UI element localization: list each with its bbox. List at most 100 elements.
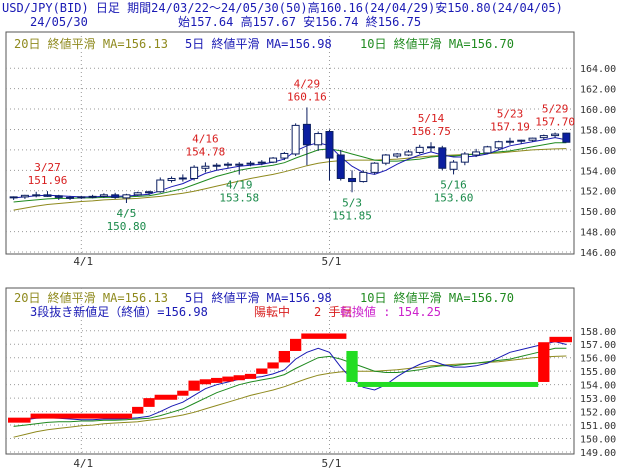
break-y-axis: 158.00 157.00 156.00 155.00 154.00 153.00 152.… (580, 327, 616, 459)
break-y-tick-label: 158.00 (580, 327, 616, 338)
candles (9, 107, 571, 203)
candle-x-tick-label: 5/1 (321, 255, 341, 268)
break-brick (290, 338, 302, 351)
break-bricks (8, 333, 572, 423)
candle-annotation-date: 4/16 (192, 132, 219, 145)
candle-body (54, 195, 63, 198)
candle-body (494, 141, 503, 149)
candle-body (551, 133, 560, 137)
candle-body (156, 179, 165, 193)
candle-body (483, 146, 492, 154)
candle-body (9, 196, 18, 199)
break-y-tick-label: 154.00 (580, 381, 616, 392)
candle-annotation-value: 157.70 (535, 116, 575, 129)
candle-annotation-value: 160.16 (287, 90, 327, 103)
candle-body (449, 161, 458, 170)
candle-y-tick-label: 148.00 (580, 228, 616, 239)
break-x-tick-label: 5/1 (321, 457, 341, 470)
break-x-axis: 4/1 5/1 (73, 457, 341, 470)
candle-body (562, 132, 571, 143)
candle-body (472, 151, 481, 156)
candle-body (302, 123, 311, 146)
break-legend-entry: 5日 終値平滑 MA=156.98 (185, 290, 332, 305)
chart-header-line1: USD/JPY(BID) 日足 期間24/03/22～24/05/30(50)高… (2, 0, 563, 15)
break-brick (538, 342, 550, 382)
candle-body (20, 194, 29, 198)
candle-x-tick-label: 4/1 (73, 255, 93, 268)
candle-body (505, 140, 514, 143)
candle-annotation-date: 5/29 (542, 103, 569, 116)
break-info-text: 陽転中 (254, 304, 290, 319)
candle-plot-area (5, 31, 575, 255)
candle-body (111, 194, 120, 198)
break-brick (30, 413, 133, 419)
candle-body (201, 165, 210, 169)
break-brick (278, 350, 290, 363)
break-info-text: 3段抜き新値足（終値）=156.98 (30, 304, 208, 319)
candle-legend-entry: 5日 終値平滑 MA=156.98 (185, 36, 332, 51)
candle-body (88, 195, 97, 198)
break-y-tick-label: 150.00 (580, 435, 616, 446)
break-y-tick-label: 151.00 (580, 421, 616, 432)
chart-header-ohlc: 始157.64 高157.67 安156.74 終156.75 (178, 14, 421, 29)
break-y-tick-label: 153.00 (580, 394, 616, 405)
candle-body (32, 194, 41, 197)
break-brick (132, 406, 144, 414)
candle-annotation-value: 156.75 (411, 125, 451, 138)
break-brick (549, 336, 572, 343)
candle-annotation-value: 153.60 (434, 191, 474, 204)
candle-y-tick-label: 150.00 (580, 207, 616, 218)
candle-body (359, 171, 368, 183)
candle-body (370, 162, 379, 173)
candle-body (336, 154, 345, 179)
candle-body (235, 163, 244, 166)
break-brick (256, 368, 268, 374)
candle-y-tick-label: 152.00 (580, 187, 616, 198)
candle-annotation-date: 5/16 (440, 178, 467, 191)
candle-body (99, 194, 108, 197)
candle-body (145, 191, 153, 194)
candle-annotation-date: 4/29 (294, 77, 321, 90)
candle-legend-entry: 10日 終値平滑 MA=156.70 (360, 36, 514, 51)
break-legend-entry: 10日 終値平滑 MA=156.70 (360, 290, 514, 305)
candle-body (133, 192, 142, 196)
break-brick (211, 377, 223, 383)
candle-body (325, 131, 334, 159)
candle-annotation-date: 3/27 (34, 161, 61, 174)
break-y-tick-label: 152.00 (580, 408, 616, 419)
candle-body (393, 153, 402, 157)
chart-header-date: 24/05/30 (30, 15, 88, 29)
break-brick (188, 380, 200, 391)
candle-legend: 20日 終値平滑 MA=156.13 5日 終値平滑 MA=156.98 10日 終… (14, 36, 514, 51)
candle-annotation-value: 151.96 (28, 174, 68, 187)
candle-y-tick-label: 162.00 (580, 85, 616, 96)
candle-body (460, 153, 469, 163)
candle-y-tick-label: 158.00 (580, 125, 616, 136)
break-brick (346, 350, 358, 382)
break-brick (244, 373, 257, 379)
break-y-tick-label: 157.00 (580, 340, 616, 351)
candle-y-tick-label: 146.00 (580, 248, 616, 259)
candle-body (381, 154, 390, 164)
break-y-tick-label: 149.00 (580, 448, 616, 459)
break-ma5-line (13, 341, 567, 422)
candle-y-tick-label: 154.00 (580, 166, 616, 177)
candle-annotation-date: 5/3 (342, 196, 362, 209)
candle-body (517, 139, 526, 142)
candle-body (269, 157, 278, 163)
candle-annotation-value: 157.19 (490, 121, 530, 134)
candle-annotation-value: 151.85 (332, 209, 372, 222)
break-moving-averages (13, 341, 567, 438)
break-brick (357, 381, 539, 387)
break-brick (267, 362, 279, 369)
break-legend-entry: 20日 終値平滑 MA=156.13 (14, 290, 168, 305)
candle-body (539, 135, 548, 139)
candle-body (223, 163, 232, 166)
break-x-tick-label: 4/1 (73, 457, 93, 470)
candle-body (246, 162, 255, 165)
candle-annotation-date: 5/14 (418, 112, 445, 125)
break-brick (199, 379, 212, 385)
